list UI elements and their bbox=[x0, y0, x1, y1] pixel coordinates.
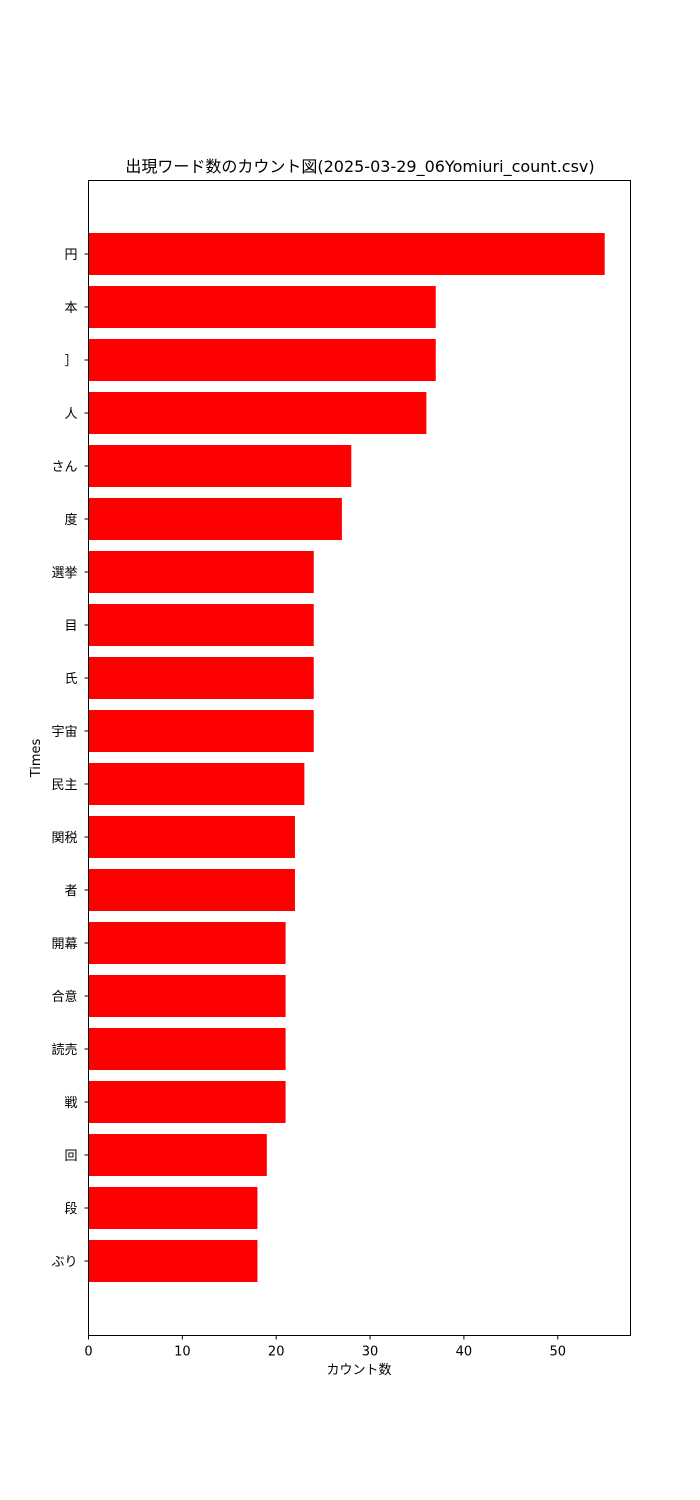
bar-15 bbox=[88, 1028, 286, 1070]
y-tick-label-12: 者 bbox=[64, 884, 77, 899]
bar-4 bbox=[88, 445, 352, 487]
y-tick-label-0: 円 bbox=[64, 248, 77, 263]
bar-18 bbox=[88, 1187, 258, 1229]
y-tick-label-18: 段 bbox=[64, 1202, 77, 1217]
y-tick-label-10: 民主 bbox=[51, 778, 77, 793]
bar-16 bbox=[88, 1081, 286, 1123]
x-tick-label-4: 40 bbox=[456, 1345, 473, 1360]
y-tick-label-15: 読売 bbox=[51, 1042, 77, 1058]
y-tick-label-1: 本 bbox=[64, 301, 77, 316]
bar-14 bbox=[88, 975, 286, 1017]
y-tick-label-7: 目 bbox=[64, 619, 77, 634]
bar-7 bbox=[88, 604, 314, 646]
x-ticks: 0 10 20 30 40 50 bbox=[84, 1335, 566, 1360]
bar-1 bbox=[88, 286, 436, 328]
y-tick-label-13: 開幕 bbox=[51, 937, 77, 952]
y-tick-label-5: 度 bbox=[64, 512, 77, 528]
y-tick-label-16: 戦 bbox=[64, 1096, 77, 1111]
y-tick-label-17: 回 bbox=[64, 1149, 77, 1164]
x-tick-label-1: 10 bbox=[174, 1345, 191, 1360]
bar-19 bbox=[88, 1240, 258, 1282]
bars-layer bbox=[88, 233, 605, 1282]
bar-0 bbox=[88, 233, 605, 275]
bar-5 bbox=[88, 498, 342, 540]
bar-9 bbox=[88, 710, 314, 752]
bar-13 bbox=[88, 922, 286, 964]
bar-12 bbox=[88, 869, 295, 911]
y-tick-label-9: 宇宙 bbox=[51, 725, 77, 740]
plot-frame bbox=[88, 180, 631, 1336]
x-tick-label-0: 0 bbox=[84, 1345, 92, 1360]
bar-3 bbox=[88, 392, 427, 434]
x-axis-label: カウント数 bbox=[326, 1363, 391, 1378]
bar-11 bbox=[88, 816, 295, 858]
x-tick-label-5: 50 bbox=[549, 1345, 566, 1360]
y-tick-label-4: さん bbox=[51, 460, 77, 475]
y-tick-label-6: 選挙 bbox=[51, 566, 77, 581]
y-tick-label-19: ぶり bbox=[51, 1255, 77, 1270]
y-tick-label-11: 関税 bbox=[51, 831, 77, 846]
chart-title: 出現ワード数のカウント図(2025-03-29_06Yomiuri_count.… bbox=[125, 157, 594, 177]
bar-2 bbox=[88, 339, 436, 381]
bar-17 bbox=[88, 1134, 267, 1176]
y-tick-label-3: 人 bbox=[64, 407, 77, 422]
y-tick-label-8: 氏 bbox=[64, 672, 77, 687]
x-tick-label-3: 30 bbox=[362, 1345, 379, 1360]
x-tick-label-2: 20 bbox=[268, 1345, 285, 1360]
y-tick-label-2: ］ bbox=[64, 354, 77, 369]
bar-6 bbox=[88, 551, 314, 593]
y-axis-label: Times bbox=[29, 738, 44, 778]
bar-8 bbox=[88, 657, 314, 699]
y-tick-label-14: 合意 bbox=[51, 989, 77, 1005]
bar-10 bbox=[88, 763, 305, 805]
